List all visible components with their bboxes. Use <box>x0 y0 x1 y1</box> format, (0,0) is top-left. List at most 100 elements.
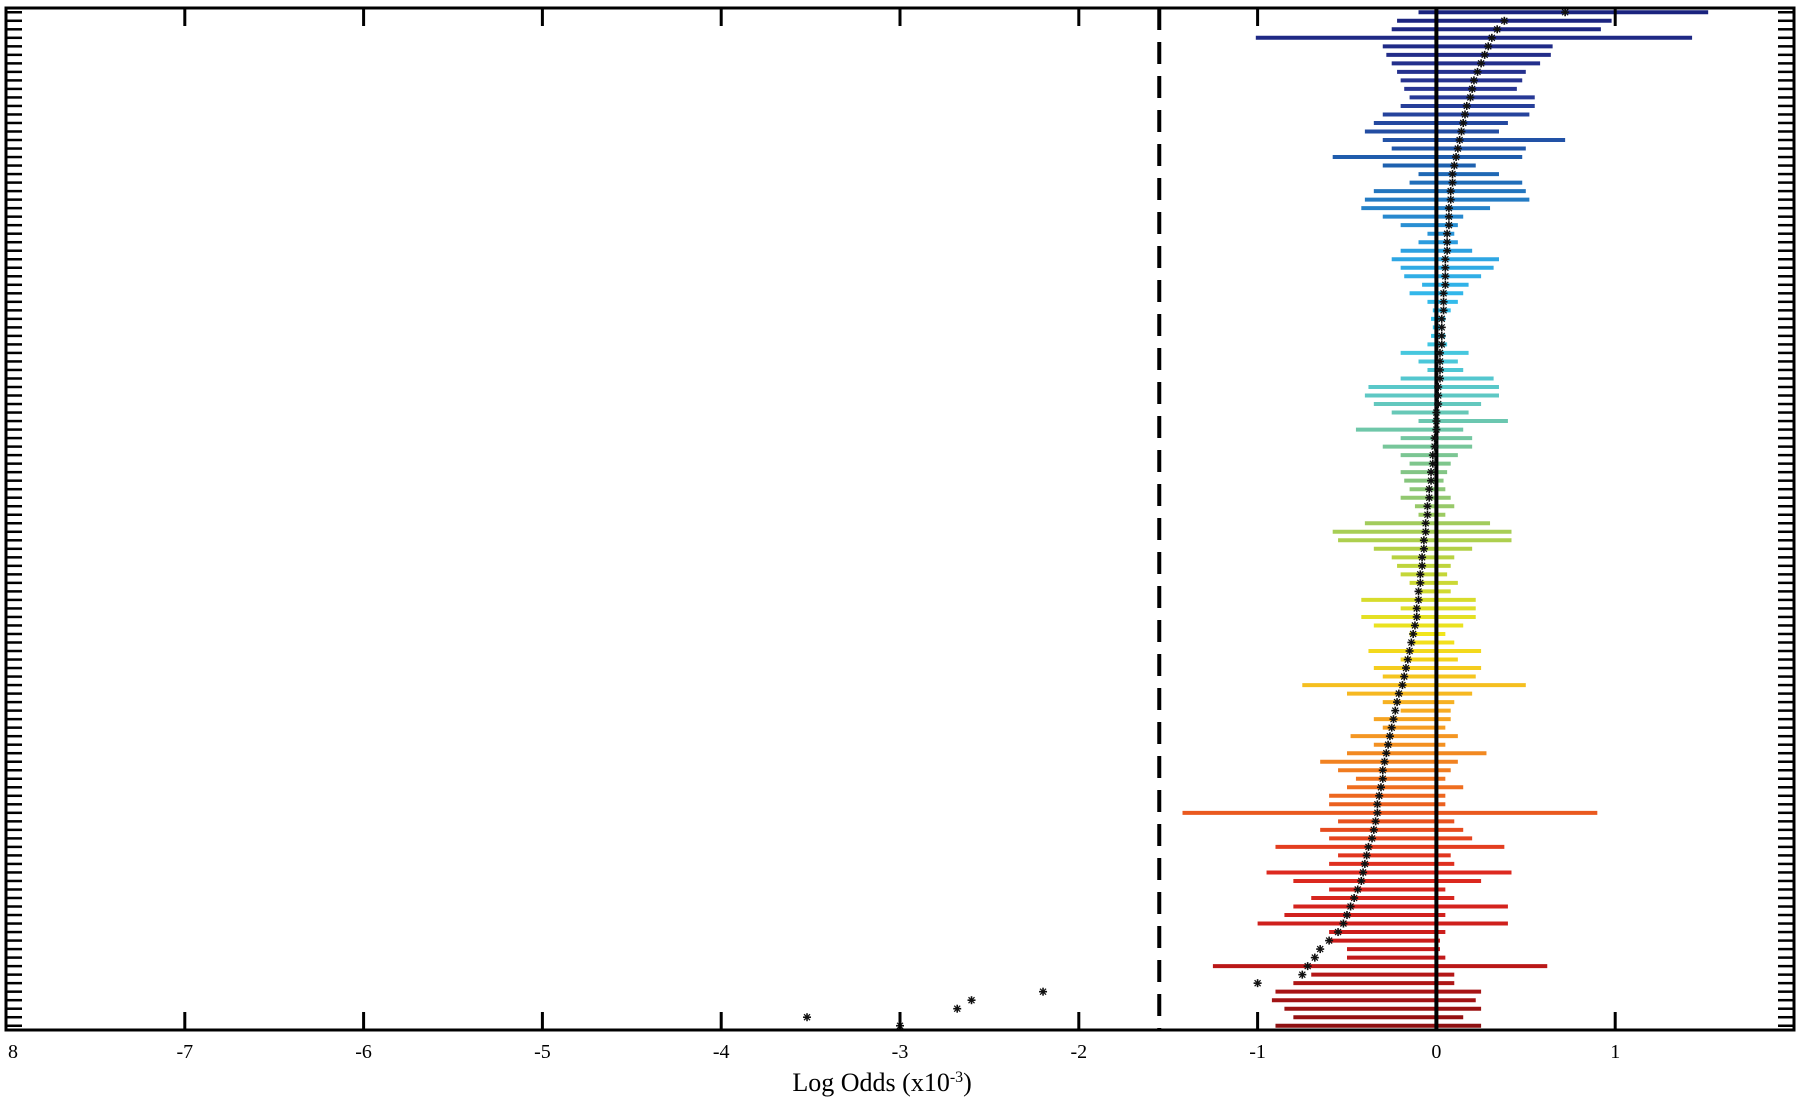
point-estimate <box>1414 587 1423 596</box>
point-estimate <box>1394 689 1403 698</box>
point-estimate <box>1441 272 1450 281</box>
point-estimate <box>1448 178 1457 187</box>
axis-ticks-layer <box>4 8 1794 1030</box>
point-estimate <box>1253 979 1262 988</box>
point-estimate <box>1316 945 1325 954</box>
point-estimate <box>1357 876 1366 885</box>
point-estimate <box>1432 417 1441 426</box>
point-estimate <box>1432 408 1441 417</box>
point-estimate <box>1369 825 1378 834</box>
x-tick-label: -2 <box>1070 1041 1087 1063</box>
point-estimate <box>1343 911 1351 920</box>
point-estimate <box>1387 723 1396 732</box>
point-estimate <box>1310 953 1319 962</box>
point-estimate <box>1425 485 1434 494</box>
point-estimate <box>1434 391 1443 400</box>
point-estimate <box>1364 842 1373 851</box>
point-estimate <box>1462 101 1471 110</box>
x-tick-label: 8 <box>8 1041 18 1063</box>
point-estimate <box>1430 442 1439 451</box>
point-estimate <box>1439 297 1448 306</box>
point-estimate <box>1435 357 1444 366</box>
x-tick-labels: 8 -7 -6 -5 -4 -3 -2 -1 0 1 <box>8 1041 1620 1063</box>
point-estimate <box>1423 502 1432 511</box>
point-estimate <box>1473 67 1482 76</box>
point-estimate <box>1434 400 1443 409</box>
point-estimate <box>1373 800 1382 809</box>
point-estimate <box>1385 732 1394 741</box>
point-estimate <box>1439 306 1448 315</box>
point-estimate <box>1359 868 1368 877</box>
reference-lines-layer <box>1157 8 1439 1030</box>
point-estimate <box>1444 204 1453 213</box>
point-estimate <box>1427 468 1436 477</box>
x-axis-label-main: Log Odds (x10 <box>792 1068 949 1097</box>
point-estimate <box>1419 536 1428 545</box>
point-estimate <box>1298 970 1307 979</box>
point-estimate <box>1441 255 1450 264</box>
point-estimate <box>1384 740 1393 749</box>
plot-frame <box>4 6 1796 1032</box>
point-estimate <box>1403 655 1412 664</box>
point-estimate <box>1435 374 1444 383</box>
point-estimate <box>1416 578 1425 587</box>
point-estimate <box>1423 510 1432 519</box>
point-estimate <box>1457 127 1466 136</box>
point-estimate <box>1437 314 1446 323</box>
point-estimate <box>1427 476 1436 485</box>
point-estimate <box>1466 93 1475 102</box>
point-estimate <box>1393 698 1402 707</box>
point-estimate <box>1353 885 1362 894</box>
point-estimate <box>1414 595 1423 604</box>
point-estimate <box>1410 621 1419 630</box>
point-estimate <box>1378 766 1387 775</box>
point-estimate <box>1450 161 1459 170</box>
point-estimate <box>1334 928 1343 937</box>
point-estimate <box>1493 25 1502 34</box>
point-estimate <box>1409 629 1418 638</box>
point-estimate <box>1419 544 1428 553</box>
point-estimate <box>1459 118 1468 127</box>
point-estimate <box>1418 553 1427 562</box>
estimate-points-layer <box>803 8 1570 1030</box>
point-estimate <box>1452 153 1461 162</box>
point-estimate <box>1416 570 1425 579</box>
x-axis-label-close: ) <box>963 1068 972 1097</box>
point-estimate <box>1443 246 1452 255</box>
point-estimate <box>1378 774 1387 783</box>
point-estimate <box>1382 749 1391 758</box>
x-tick-label: -5 <box>534 1041 551 1063</box>
point-estimate <box>1391 706 1400 715</box>
point-estimate <box>1380 757 1389 766</box>
point-estimate <box>803 1013 812 1022</box>
x-tick-label: 1 <box>1610 1041 1620 1063</box>
x-axis-label-exponent: -3 <box>950 1069 963 1086</box>
point-estimate <box>1412 612 1421 621</box>
point-estimate <box>1432 425 1441 434</box>
point-estimate <box>1434 382 1443 391</box>
point-estimate <box>1418 561 1427 570</box>
point-estimate <box>1441 280 1450 289</box>
point-estimate <box>1435 348 1444 357</box>
point-estimate <box>1441 263 1450 272</box>
x-axis-label: Log Odds (x10-3) <box>792 1068 971 1097</box>
point-estimate <box>1443 238 1452 247</box>
point-estimate <box>1389 715 1398 724</box>
point-estimate <box>1405 647 1414 656</box>
x-tick-label: -3 <box>892 1041 909 1063</box>
point-estimate <box>967 996 976 1005</box>
point-estimate <box>1425 493 1434 502</box>
point-estimate <box>1428 459 1437 468</box>
point-estimate <box>953 1004 962 1013</box>
point-estimate <box>1484 42 1493 51</box>
point-estimate <box>1428 451 1437 460</box>
point-estimate <box>1461 110 1470 119</box>
point-estimate <box>1439 289 1448 298</box>
point-estimate <box>1400 672 1409 681</box>
point-estimate <box>1362 851 1371 860</box>
point-estimate <box>1446 187 1455 196</box>
point-estimate <box>1437 323 1446 332</box>
